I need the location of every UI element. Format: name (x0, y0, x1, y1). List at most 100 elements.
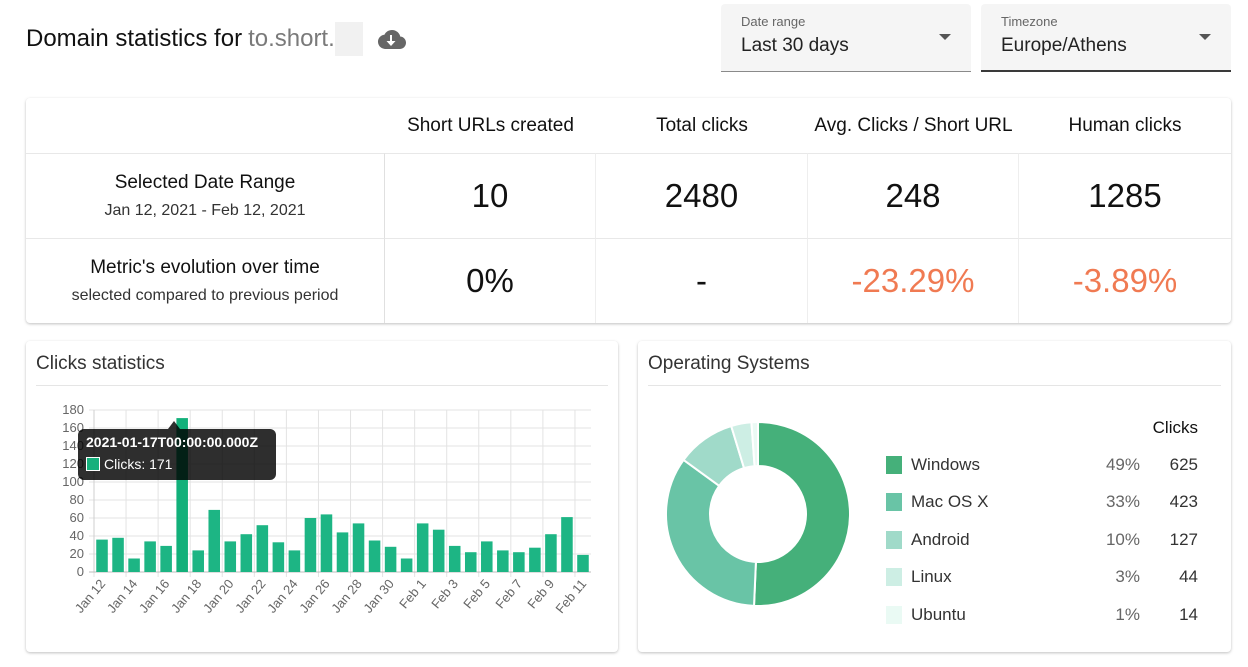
bar[interactable] (384, 546, 397, 572)
y-tick-label: 0 (77, 564, 84, 579)
os-clicks: 44 (1179, 567, 1198, 587)
bar[interactable] (224, 541, 237, 572)
row-subtitle: selected compared to previous period (71, 287, 339, 304)
bar[interactable] (448, 545, 461, 572)
os-percent: 33% (1105, 492, 1140, 512)
os-name: Mac OS X (911, 492, 989, 512)
x-tick-label: Jan 28 (328, 576, 365, 616)
y-tick-label: 60 (70, 510, 84, 525)
bar[interactable] (368, 540, 381, 573)
bar[interactable] (464, 552, 477, 572)
bar[interactable] (208, 509, 221, 572)
evolution-short-urls: 0% (385, 238, 596, 323)
dropdown-arrow-icon (939, 34, 951, 40)
donut-slice[interactable] (665, 458, 757, 607)
bar[interactable] (561, 517, 573, 572)
bar[interactable] (352, 523, 365, 572)
x-tick-label: Jan 22 (232, 576, 269, 616)
date-range-label: Date range (741, 14, 806, 29)
value-short-urls: 10 (385, 153, 596, 238)
bar[interactable] (144, 541, 156, 572)
os-legend-row[interactable]: Windows 49% 625 (886, 446, 1206, 484)
bar[interactable] (176, 418, 188, 572)
domain-name: to.short. (248, 25, 335, 52)
bar[interactable] (577, 554, 589, 572)
donut-slice[interactable] (750, 420, 759, 468)
os-legend-row[interactable]: Linux 3% 44 (886, 559, 1206, 597)
donut-slice[interactable] (752, 420, 851, 607)
row-title: Selected Date Range (114, 172, 296, 193)
legend-swatch (886, 493, 902, 512)
date-range-select[interactable]: Date range Last 30 days (721, 4, 971, 72)
tooltip-swatch (86, 457, 100, 471)
x-tick-label: Feb 11 (552, 576, 589, 616)
os-percent: 10% (1105, 529, 1140, 549)
value-total-clicks: 2480 (596, 153, 808, 238)
os-name: Linux (911, 567, 952, 587)
legend-swatch (886, 605, 902, 624)
bar[interactable] (160, 545, 172, 572)
bar[interactable] (481, 541, 493, 572)
tooltip-label: Clicks: 171 (104, 456, 173, 472)
value-human-clicks: 1285 (1019, 153, 1231, 238)
os-donut-chart[interactable] (638, 341, 1231, 652)
row-subtitle: Jan 12, 2021 - Feb 12, 2021 (104, 202, 306, 219)
bar[interactable] (288, 550, 301, 572)
x-tick-label: Jan 24 (264, 576, 301, 616)
os-clicks: 14 (1179, 604, 1198, 624)
bar[interactable] (497, 550, 509, 572)
bar[interactable] (128, 558, 140, 573)
stats-corner (26, 98, 385, 153)
bar[interactable] (529, 547, 541, 572)
bar[interactable] (192, 550, 204, 572)
x-tick-label: Feb 1 (396, 576, 429, 611)
bar[interactable] (400, 558, 413, 573)
panel-divider (648, 385, 1221, 386)
os-name: Ubuntu (911, 604, 966, 624)
bar[interactable] (272, 542, 285, 572)
bar[interactable] (545, 534, 557, 572)
bar[interactable] (513, 552, 525, 572)
timezone-select[interactable]: Timezone Europe/Athens (981, 4, 1231, 72)
y-tick-label: 80 (70, 492, 84, 507)
bar[interactable] (336, 532, 349, 572)
os-clicks: 127 (1169, 529, 1198, 549)
panel-title: Operating Systems (648, 353, 810, 374)
os-legend-row[interactable]: Mac OS X 33% 423 (886, 484, 1206, 522)
bar[interactable] (432, 529, 445, 572)
bar[interactable] (416, 523, 429, 572)
os-clicks: 625 (1169, 454, 1198, 474)
col-header-avg-clicks: Avg. Clicks / Short URL (814, 114, 1013, 136)
legend-swatch (886, 455, 902, 474)
cloud-download-icon[interactable] (375, 27, 407, 51)
date-range-value: Last 30 days (741, 35, 849, 56)
bar[interactable] (304, 518, 317, 572)
x-tick-label: Jan 26 (296, 576, 333, 616)
legend-swatch (886, 530, 902, 549)
os-legend-row[interactable]: Android 10% 127 (886, 521, 1206, 559)
bar[interactable] (256, 525, 269, 572)
panel-divider (36, 385, 608, 386)
os-percent: 49% (1105, 454, 1140, 474)
x-tick-label: Jan 18 (168, 576, 205, 616)
row-header-selected-range: Selected Date Range Jan 12, 2021 - Feb 1… (26, 153, 385, 238)
timezone-label: Timezone (1001, 14, 1058, 29)
x-tick-label: Jan 14 (104, 576, 141, 616)
tooltip-title: 2021-01-17T00:00:00.000Z (86, 434, 259, 450)
col-header-human-clicks: Human clicks (1068, 114, 1182, 136)
bar[interactable] (240, 534, 253, 572)
y-tick-label: 20 (70, 546, 84, 561)
bar[interactable] (112, 537, 124, 572)
col-header-short-urls: Short URLs created (407, 114, 574, 136)
bar[interactable] (320, 514, 333, 572)
page-title: Domain statistics for to.short. (26, 22, 407, 56)
os-name: Android (911, 529, 970, 549)
operating-systems-panel: Operating Systems Clicks Windows 49% 625 Ma… (638, 341, 1231, 652)
os-legend-row[interactable]: Ubuntu 1% 14 (886, 596, 1206, 634)
os-percent: 1% (1115, 604, 1140, 624)
os-percent: 3% (1115, 567, 1140, 587)
legend-swatch (886, 568, 902, 587)
os-name: Windows (911, 454, 980, 474)
bar[interactable] (96, 539, 108, 572)
